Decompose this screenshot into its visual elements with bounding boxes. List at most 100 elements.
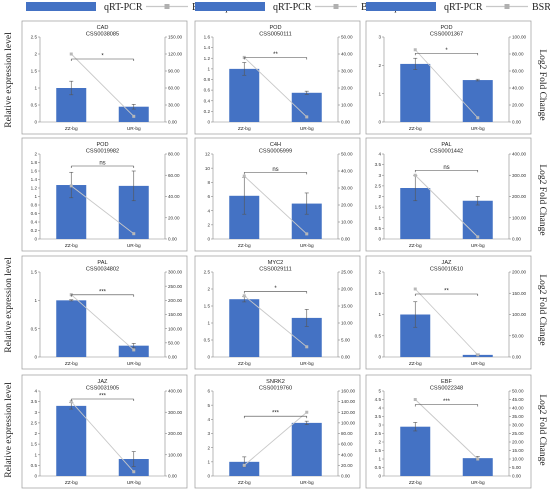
bar-zz-bg: [229, 68, 260, 122]
x-category-label: UR-bg: [300, 126, 314, 132]
y-tick-label-left: 1.5: [204, 304, 211, 309]
chart-title: POD: [96, 142, 108, 148]
x-category-label: UR-bg: [300, 361, 314, 367]
y-tick-label-left: 3: [378, 423, 381, 428]
y-tick-label-left: 1.5: [31, 69, 38, 74]
y-tick-label-right: 15.00: [341, 304, 353, 309]
y-tick-label-left: 1: [207, 459, 210, 464]
y-tick-label-right: 50.00: [512, 389, 524, 394]
y-tick-label-left: 3: [34, 410, 37, 415]
y-tick-label-right: 60.00: [168, 173, 180, 178]
bsr-seq-line: [414, 288, 479, 356]
significance-label: ***: [443, 399, 451, 405]
y-tick-label-right: 50.00: [168, 340, 180, 345]
y-tick-label-left: 0: [34, 355, 37, 360]
right-axis-labels: Log2 Fold Change Log2 Fold Change Log2 F…: [537, 49, 547, 465]
bsr-seq-point: [413, 48, 417, 52]
bsr-seq-point: [305, 410, 309, 414]
y-tick-label-right: 100.00: [341, 420, 355, 425]
chart-title: POD: [269, 25, 281, 31]
y-tick-label-right: 0.00: [512, 474, 521, 479]
bsr-seq-point: [476, 353, 480, 357]
y-tick-label-right: 15.00: [512, 448, 524, 453]
y-tick-label-left: 3.5: [375, 414, 382, 419]
panel-frame: [365, 20, 532, 135]
y-tick-label-left: 0: [207, 120, 210, 125]
x-category-label: UR-bg: [471, 480, 485, 486]
y-tick-label-right: 0.00: [168, 474, 177, 479]
y-tick-label-right: 0.00: [168, 120, 177, 125]
x-category-label: UR-bg: [471, 243, 485, 249]
y-tick-label-left: 1.2: [31, 186, 38, 191]
y-tick-label-left: 1: [34, 86, 37, 91]
y-tick-label-left: 1.5: [375, 291, 382, 296]
x-category-label: UR-bg: [127, 361, 141, 367]
y-tick-label-right: 0.00: [341, 474, 350, 479]
y-tick-label-right: 20.00: [512, 103, 524, 108]
bar-zz-bg: [400, 426, 431, 476]
y-tick-label-left: 0.5: [31, 463, 38, 468]
y-tick-label-left: 0: [207, 474, 210, 479]
y-tick-label-right: 0.00: [341, 120, 350, 125]
y-tick-label-left: 6: [207, 194, 210, 199]
y-tick-label-right: 5.00: [341, 338, 350, 343]
y-tick-label-right: 160.00: [341, 389, 355, 394]
y-tick-label-right: 400.00: [168, 389, 182, 394]
chart-panel-snrk2-css0019760: SNRK2CSS001976001234560.0020.0040.0060.0…: [194, 374, 361, 489]
bsr-seq-point: [413, 173, 417, 177]
y-tick-label-left: 3.5: [375, 162, 382, 167]
bsr-seq-point: [132, 114, 136, 118]
panel-frame: [365, 137, 532, 252]
y-tick-label-left: 0: [207, 355, 210, 360]
x-category-label: UR-bg: [127, 126, 141, 132]
y-tick-label-right: 150.00: [512, 291, 526, 296]
y-tick-label-right: 0.00: [512, 120, 521, 125]
y-tick-label-left: 2: [378, 270, 381, 275]
y-tick-label-left: 1: [378, 91, 381, 96]
y-tick-label-right: 120.00: [341, 410, 355, 415]
y-tick-label-left: 3: [378, 35, 381, 40]
y-tick-label-right: 300.00: [168, 410, 182, 415]
x-category-label: ZZ-bg: [409, 243, 422, 249]
y-tick-label-right: 50.00: [341, 152, 353, 157]
y-tick-label-right: 250.00: [168, 284, 182, 289]
ylabel-left-row-3: Relative expression level: [4, 257, 14, 353]
y-tick-label-left: 5: [378, 389, 381, 394]
chart-subtitle: CSS0010510: [430, 267, 463, 273]
y-tick-label-left: 2: [378, 194, 381, 199]
chart-subtitle: CSS0005999: [259, 149, 292, 155]
chart-title: JAZ: [442, 260, 453, 266]
x-category-label: ZZ-bg: [409, 361, 422, 367]
y-tick-label-right: 0.00: [168, 237, 177, 242]
y-tick-label-left: 0.4: [31, 220, 38, 225]
y-tick-label-left: 2.5: [204, 270, 211, 275]
panel-frame: [194, 20, 361, 135]
panel-frame: [21, 20, 188, 135]
y-tick-label-right: 140.00: [341, 399, 355, 404]
y-tick-label-right: 40.00: [341, 169, 353, 174]
y-tick-label-right: 300.00: [168, 270, 182, 275]
y-tick-label-right: 150.00: [168, 35, 182, 40]
y-tick-label-left: 0.5: [31, 326, 38, 331]
bsr-seq-point: [413, 398, 417, 401]
y-tick-label-left: 2: [34, 52, 37, 57]
y-tick-label-left: 2: [378, 440, 381, 445]
significance-label: *: [274, 286, 277, 292]
y-tick-label-left: 0.5: [375, 333, 382, 338]
legend-line-marker: [164, 4, 170, 9]
bsr-seq-point: [413, 287, 417, 291]
bsr-seq-line: [414, 399, 479, 460]
y-tick-label-right: 80.00: [168, 152, 180, 157]
y-tick-label-right: 0.00: [168, 355, 177, 360]
chart-title: C4H: [270, 142, 281, 148]
y-tick-label-left: 10: [205, 166, 211, 171]
y-tick-label-left: 0.5: [204, 338, 211, 343]
x-category-label: ZZ-bg: [238, 480, 251, 486]
y-tick-label-left: 1.2: [204, 56, 211, 61]
y-tick-label-left: 1: [378, 312, 381, 317]
y-tick-label-left: 1.6: [204, 35, 211, 40]
